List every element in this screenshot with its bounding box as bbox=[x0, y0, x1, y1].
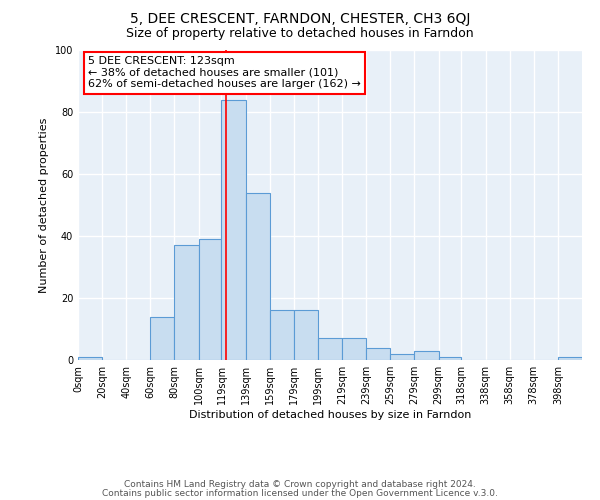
Text: 5 DEE CRESCENT: 123sqm
← 38% of detached houses are smaller (101)
62% of semi-de: 5 DEE CRESCENT: 123sqm ← 38% of detached… bbox=[88, 56, 361, 90]
Bar bbox=[221, 100, 245, 360]
Text: 5, DEE CRESCENT, FARNDON, CHESTER, CH3 6QJ: 5, DEE CRESCENT, FARNDON, CHESTER, CH3 6… bbox=[130, 12, 470, 26]
Bar bbox=[318, 338, 342, 360]
Bar bbox=[270, 310, 294, 360]
Bar bbox=[175, 246, 199, 360]
Bar bbox=[342, 338, 366, 360]
Bar bbox=[78, 357, 102, 360]
X-axis label: Distribution of detached houses by size in Farndon: Distribution of detached houses by size … bbox=[189, 410, 471, 420]
Bar bbox=[294, 310, 318, 360]
Bar bbox=[199, 239, 221, 360]
Text: Contains public sector information licensed under the Open Government Licence v.: Contains public sector information licen… bbox=[102, 488, 498, 498]
Bar bbox=[415, 350, 439, 360]
Text: Contains HM Land Registry data © Crown copyright and database right 2024.: Contains HM Land Registry data © Crown c… bbox=[124, 480, 476, 489]
Bar bbox=[390, 354, 415, 360]
Y-axis label: Number of detached properties: Number of detached properties bbox=[39, 118, 49, 292]
Bar bbox=[558, 357, 582, 360]
Bar bbox=[245, 192, 270, 360]
Bar bbox=[151, 316, 175, 360]
Text: Size of property relative to detached houses in Farndon: Size of property relative to detached ho… bbox=[126, 28, 474, 40]
Bar bbox=[366, 348, 390, 360]
Bar bbox=[439, 357, 461, 360]
